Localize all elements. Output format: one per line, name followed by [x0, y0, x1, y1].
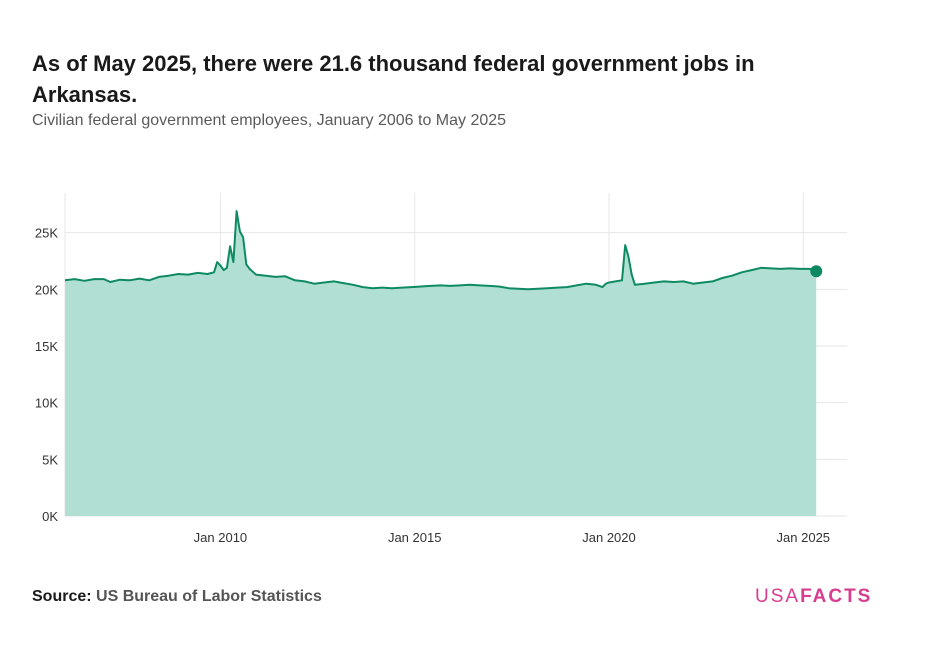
- logo-usa: USA: [755, 586, 801, 607]
- y-tick-label: 10K: [35, 396, 58, 411]
- y-tick-label: 20K: [35, 282, 58, 297]
- chart-title: As of May 2025, there were 21.6 thousand…: [32, 51, 755, 107]
- x-tick-label: Jan 2010: [194, 530, 248, 545]
- source-note: Source: US Bureau of Labor Statistics: [32, 588, 322, 606]
- usafacts-logo[interactable]: USAFACTS: [755, 586, 872, 608]
- y-axis: 0K 5K 10K 15K 20K 25K: [35, 226, 58, 524]
- y-tick-label: 15K: [35, 339, 58, 354]
- x-tick-label: Jan 2020: [582, 530, 636, 545]
- y-tick-label: 5K: [42, 452, 58, 467]
- x-axis: Jan 2010 Jan 2015 Jan 2020 Jan 2025: [194, 530, 830, 545]
- chart-subtitle: Civilian federal government employees, J…: [32, 112, 507, 129]
- source-label: Source:: [32, 588, 92, 605]
- series-area: [65, 211, 817, 516]
- y-tick-label: 25K: [35, 226, 58, 241]
- logo-facts: FACTS: [800, 586, 873, 607]
- series-line-group: [64, 210, 823, 291]
- series-line: [64, 210, 817, 291]
- y-tick-label: 0K: [42, 509, 58, 524]
- area-fill-group: [65, 211, 817, 516]
- source-text: US Bureau of Labor Statistics: [96, 588, 322, 605]
- x-tick-label: Jan 2015: [388, 530, 442, 545]
- latest-value-point[interactable]: [810, 265, 823, 278]
- x-tick-label: Jan 2025: [777, 530, 831, 545]
